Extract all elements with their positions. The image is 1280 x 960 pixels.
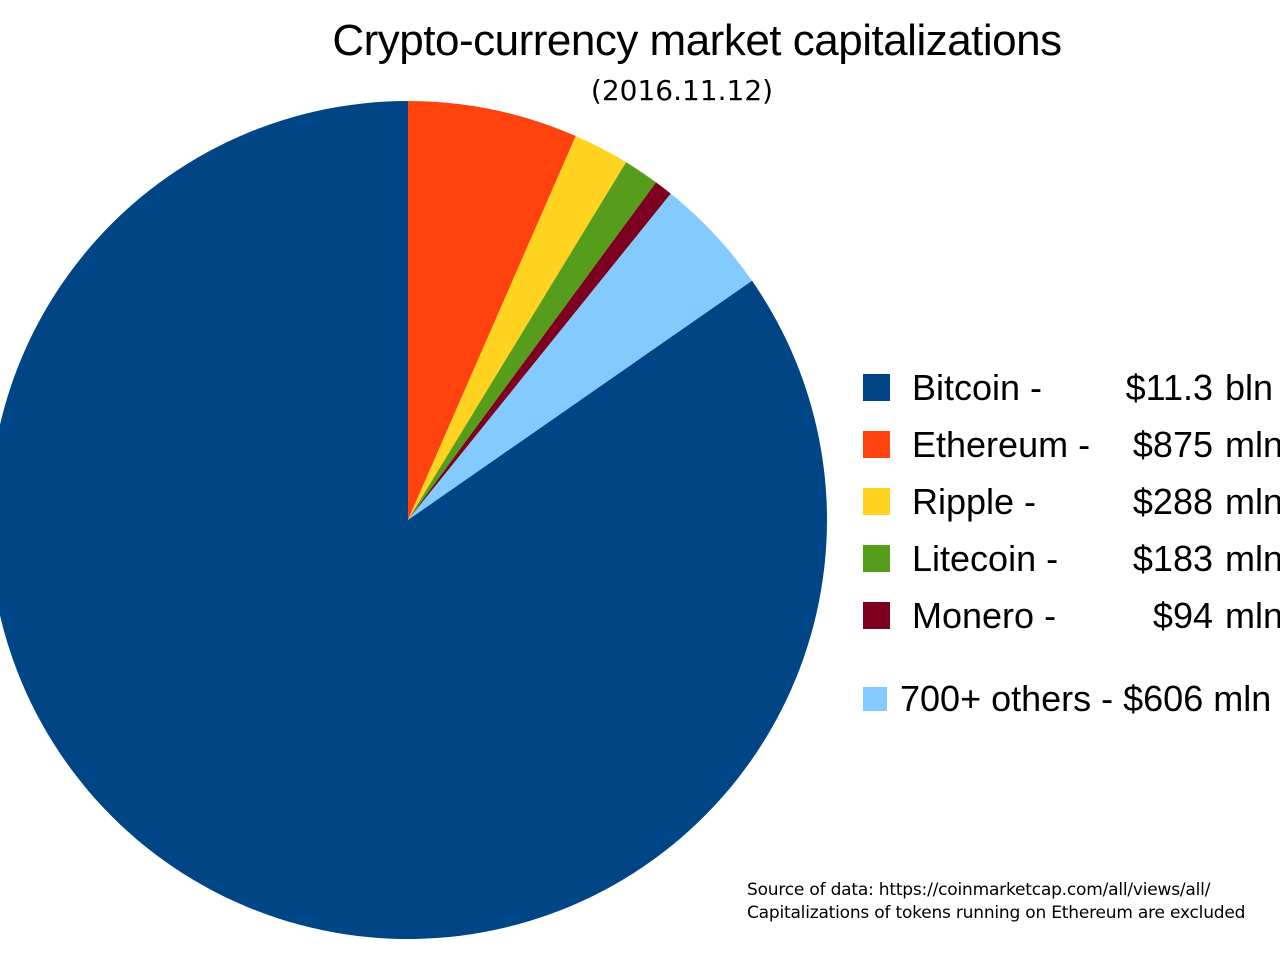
pie-slice-ripple <box>408 136 627 521</box>
legend-name-litecoin: Litecoin - <box>912 537 1059 579</box>
legend-name-monero: Monero - <box>912 594 1057 636</box>
legend-name-bitcoin: Bitcoin - <box>912 366 1043 408</box>
source-note-line-1: Source of data: https://coinmarketcap.co… <box>747 880 1211 900</box>
chart-subtitle: (2016.11.12) <box>590 74 774 107</box>
legend-unit-bitcoin: bln <box>1225 366 1274 408</box>
legend-row-bitcoin: Bitcoin - $11.3 bln <box>863 359 1280 416</box>
legend-value-ripple: $288 <box>1132 480 1213 522</box>
legend: Bitcoin - $11.3 bln Ethereum - $875 mln Ripple… <box>863 359 1280 727</box>
legend-row-ripple: Ripple - $288 mln <box>863 473 1280 530</box>
legend-unit-litecoin: mln <box>1225 537 1280 579</box>
legend-unit-ethereum: mln <box>1225 423 1280 465</box>
legend-swatch-litecoin <box>863 545 890 572</box>
legend-unit-monero: mln <box>1225 594 1280 636</box>
pie-slice-ethereum <box>408 101 576 520</box>
legend-row-700-others: 700+ others - $606 mln <box>863 670 1280 727</box>
legend-name-ripple: Ripple - <box>912 480 1037 522</box>
legend-unit-ripple: mln <box>1225 480 1280 522</box>
pie-slice-monero <box>408 182 671 520</box>
legend-row-monero: Monero - $94 mln <box>863 587 1280 644</box>
legend-swatch-ripple <box>863 488 890 515</box>
pie-slice-litecoin <box>408 162 657 520</box>
legend-value-ethereum: $875 <box>1132 423 1213 465</box>
legend-row-litecoin: Litecoin - $183 mln <box>863 530 1280 587</box>
legend-row-ethereum: Ethereum - $875 mln <box>863 416 1280 473</box>
pie-slice-bitcoin <box>0 101 828 939</box>
legend-swatch-monero <box>863 602 890 629</box>
legend-value-litecoin: $183 <box>1132 537 1213 579</box>
pie-slice-700-others <box>408 193 753 520</box>
legend-swatch-700-others <box>863 686 887 711</box>
chart-title: Crypto-currency market capitalizations <box>332 16 1062 65</box>
legend-swatch-bitcoin <box>863 374 890 401</box>
legend-value-bitcoin: $11.3 <box>1125 366 1213 408</box>
legend-name-ethereum: Ethereum - <box>912 423 1091 465</box>
source-note: Source of data: https://coinmarketcap.co… <box>747 879 1245 925</box>
legend-value-monero: $94 <box>1152 594 1213 636</box>
source-note-line-2: Capitalizations of tokens running on Eth… <box>747 903 1246 923</box>
legend-swatch-ethereum <box>863 431 890 458</box>
legend-label-700-others: 700+ others - $606 mln <box>900 677 1272 719</box>
